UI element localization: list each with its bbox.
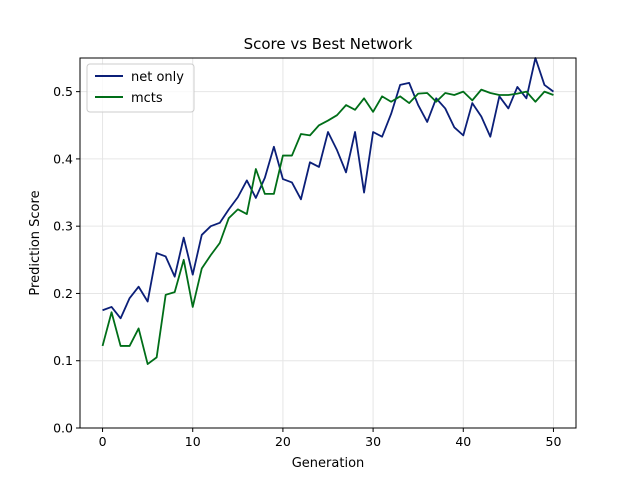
y-tick-label: 0.5 (53, 84, 73, 99)
legend-label-net-only: net only (131, 70, 184, 85)
x-tick-label: 30 (365, 434, 381, 449)
legend-label-mcts: mcts (131, 91, 163, 106)
y-tick-label: 0.3 (53, 219, 73, 234)
x-tick-label: 10 (185, 434, 201, 449)
plot-frame (79, 57, 577, 429)
tick-layer: 0 10 20 30 40 50 0.0 0.1 0.2 0.3 0.4 0.5 (53, 84, 561, 449)
series-line-mcts (101, 88, 554, 365)
chart-title: Score vs Best Network (244, 35, 413, 53)
y-tick-label: 0.1 (53, 353, 73, 368)
series-line-net-only (102, 57, 554, 320)
x-axis-label: Generation (292, 456, 365, 471)
grid-layer (80, 58, 576, 429)
x-tick-label: 20 (275, 434, 291, 449)
x-tick-label: 0 (99, 434, 107, 449)
y-tick-label: 0.2 (53, 286, 73, 301)
series-layer (101, 57, 554, 365)
x-tick-label: 40 (455, 434, 471, 449)
y-tick-label: 0.4 (53, 151, 73, 166)
y-axis-label: Prediction Score (28, 190, 43, 295)
y-tick-label: 0.0 (53, 421, 73, 436)
x-tick-label: 50 (546, 434, 562, 449)
legend: net only mcts (86, 63, 195, 113)
